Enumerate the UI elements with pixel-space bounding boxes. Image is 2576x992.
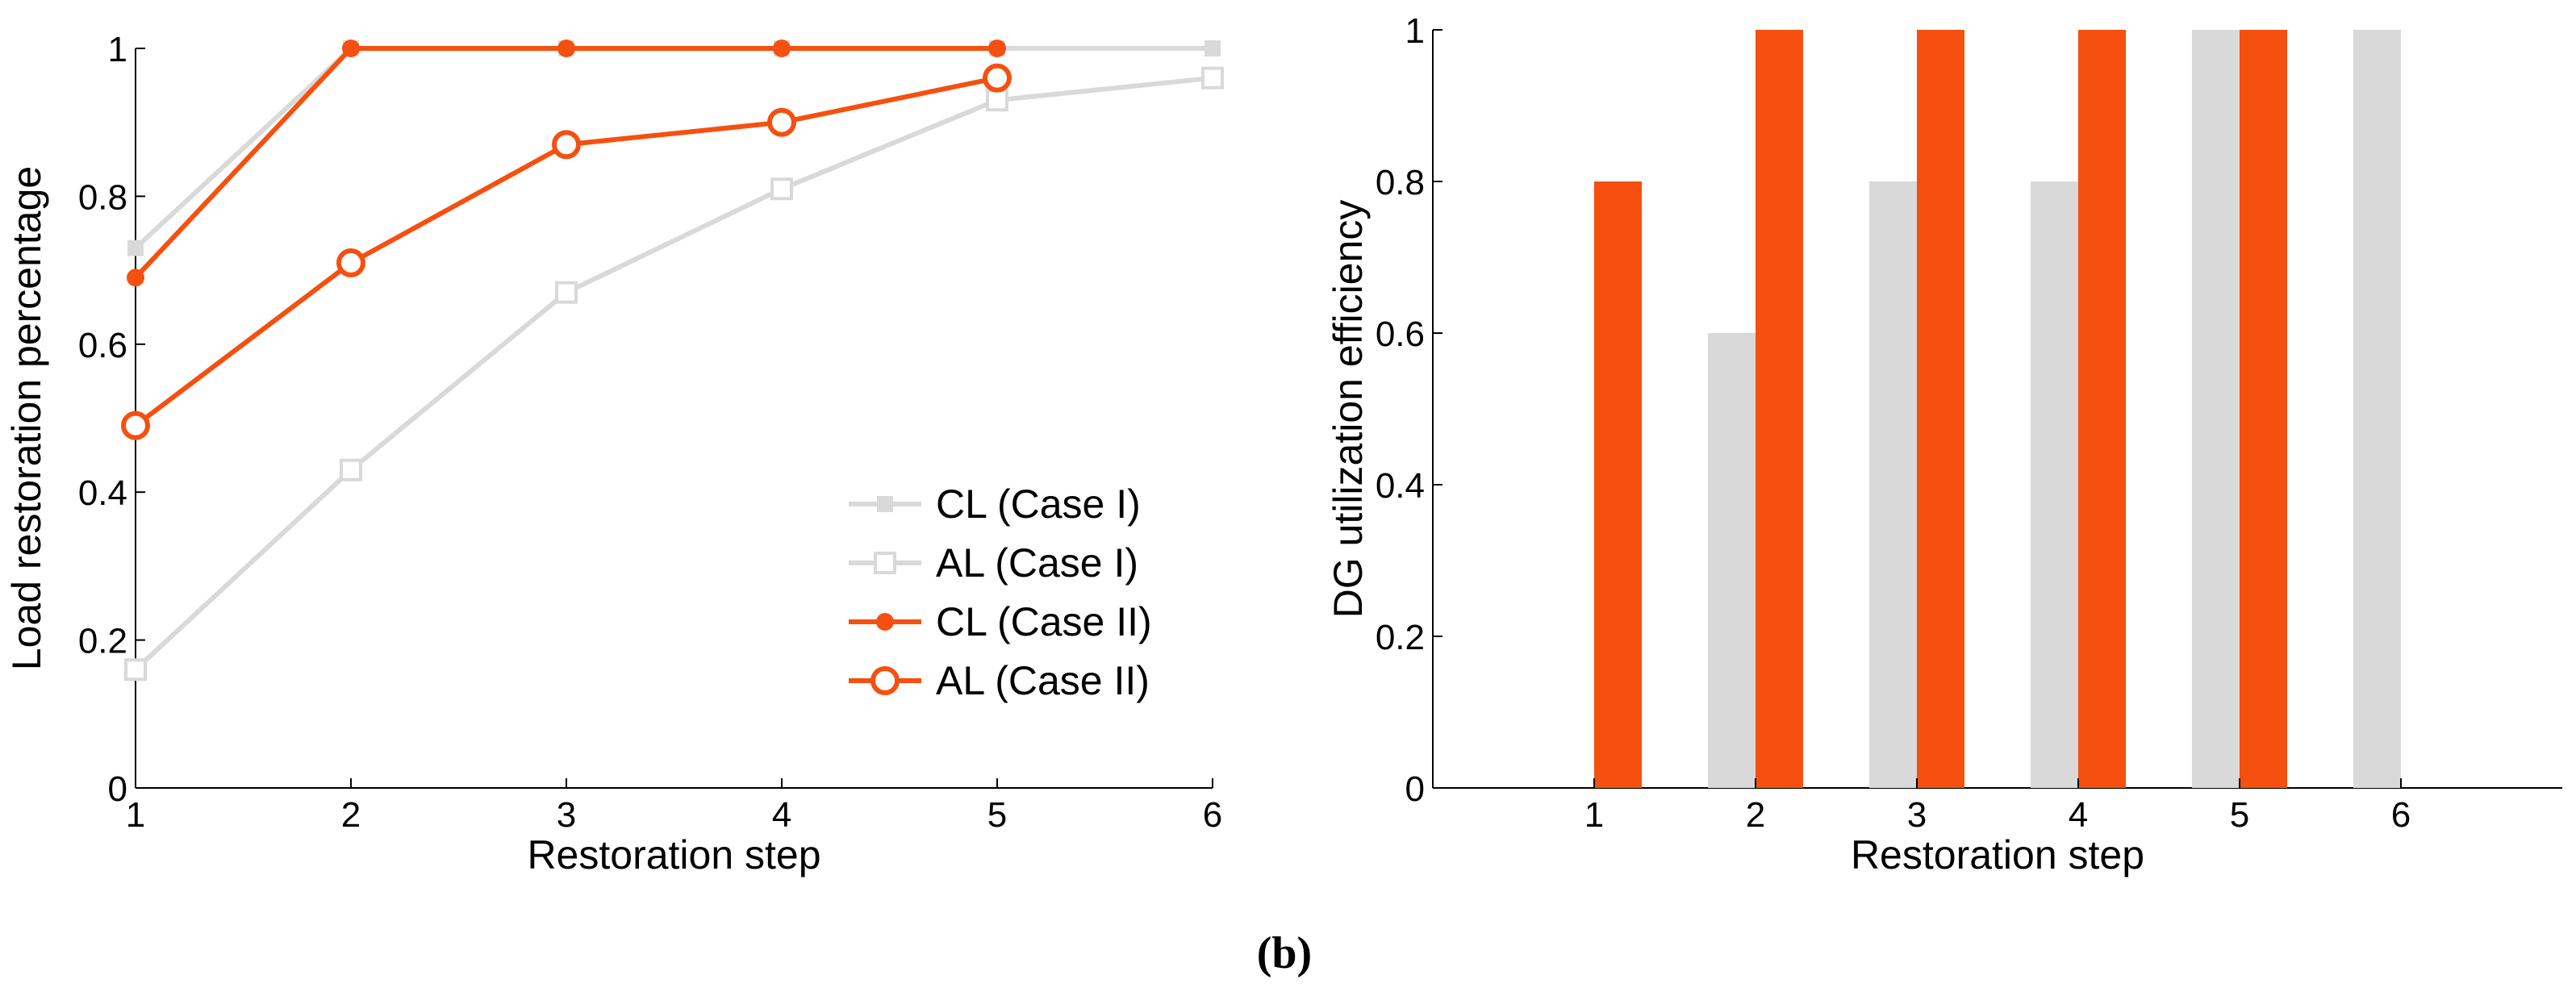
x-tick-label: 5 — [987, 795, 1007, 835]
data-point — [342, 40, 360, 57]
data-point — [552, 130, 581, 160]
bar — [1917, 30, 1964, 788]
y-tick-label: 0.2 — [1376, 618, 1425, 657]
x-tick-label: 6 — [1203, 795, 1222, 835]
data-point — [557, 40, 575, 57]
y-tick-label: 0.8 — [1376, 163, 1425, 202]
x-tick-label: 1 — [126, 795, 145, 835]
legend-marker — [870, 666, 900, 695]
data-point — [773, 40, 791, 57]
x-tick-label: 2 — [341, 795, 361, 835]
x-tick-label: 4 — [772, 795, 791, 835]
y-tick-label: 0.4 — [1376, 466, 1425, 506]
x-tick-label: 5 — [2230, 795, 2249, 835]
y-tick-label: 0 — [1405, 769, 1425, 809]
data-point — [340, 458, 362, 481]
bar — [2078, 30, 2126, 788]
data-point — [770, 177, 793, 201]
data-point — [336, 248, 365, 277]
legend-label: AL (Case II) — [936, 658, 1150, 703]
legend-marker — [877, 496, 893, 512]
y-axis-label: Load restoration percentage — [4, 166, 49, 670]
line-chart: 1 2 3 4 5 6 0 0.2 0.4 0.6 0.8 1 Restoration step Load… — [4, 30, 1224, 877]
legend-label: CL (Case I) — [936, 481, 1141, 527]
series-line-3 — [133, 46, 997, 280]
x-tick-label: 2 — [1746, 795, 1765, 835]
y-tick-label: 0.6 — [78, 326, 127, 365]
bar-chart: 0 0.2 0.4 0.6 0.8 1 1 2 3 4 5 6 Restoration step DG u… — [1326, 11, 2562, 877]
figure-caption: (b) — [1257, 928, 1312, 978]
series-line-1 — [133, 46, 1213, 250]
data-point — [127, 240, 144, 256]
y-tick-label: 0.8 — [78, 177, 127, 217]
data-point — [555, 281, 578, 304]
x-tick-label: 4 — [2069, 795, 2088, 835]
series-line-2 — [133, 75, 1213, 672]
bar — [2031, 181, 2078, 788]
y-axis-label: DG utilization efficiency — [1326, 200, 1371, 619]
x-tick-label: 3 — [557, 795, 576, 835]
bar — [2353, 30, 2401, 788]
y-tick-label: 0.2 — [78, 622, 127, 661]
x-axis-label: Restoration step — [1851, 832, 2144, 877]
data-point — [124, 658, 147, 681]
bar — [1756, 30, 1803, 788]
data-point — [986, 89, 1008, 112]
x-axis-label: Restoration step — [527, 832, 820, 877]
legend-label: CL (Case II) — [936, 599, 1152, 644]
data-point — [988, 40, 1006, 57]
y-tick-label: 1 — [108, 30, 127, 69]
x-tick-label: 1 — [1584, 795, 1604, 835]
data-point — [1201, 66, 1224, 90]
y-tick-label: 0.6 — [1376, 315, 1425, 354]
data-point — [121, 411, 150, 440]
y-tick-label: 1 — [1405, 11, 1425, 51]
bar — [1594, 181, 1642, 788]
bar — [2240, 30, 2287, 788]
data-point — [983, 63, 1012, 93]
bar — [1869, 181, 1917, 788]
x-tick-label: 3 — [1907, 795, 1927, 835]
x-tick-label: 6 — [2391, 795, 2411, 835]
data-point — [127, 269, 144, 287]
data-point — [767, 107, 796, 137]
data-point — [1204, 40, 1221, 56]
bar — [1708, 333, 1756, 788]
legend-marker — [876, 613, 894, 631]
y-tick-label: 0.4 — [78, 473, 127, 513]
bar — [2192, 30, 2240, 788]
y-tick-label: 0 — [108, 769, 127, 809]
legend-label: AL (Case I) — [936, 540, 1138, 586]
legend-marker — [874, 552, 896, 574]
